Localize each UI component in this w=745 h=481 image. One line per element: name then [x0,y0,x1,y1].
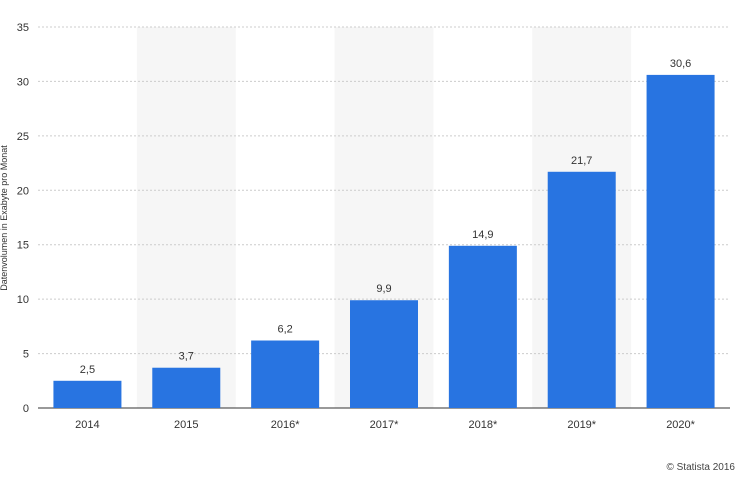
y-tick-labels: 0 5 10 15 20 25 30 35 [17,22,29,415]
y-tick-label: 10 [17,294,29,306]
data-label: 9,9 [376,283,391,295]
x-tick-label: 2014 [75,419,99,431]
data-label: 6,2 [277,324,292,336]
y-tick-label: 35 [17,22,29,34]
data-label: 30,6 [670,58,691,70]
bars [53,74,715,408]
bar [152,367,221,408]
data-label: 21,7 [571,155,592,167]
y-tick-label: 25 [17,131,29,143]
background-band [136,27,236,408]
x-tick-label: 2020* [666,419,695,431]
x-tick-label: 2015 [174,419,198,431]
y-tick-label: 0 [23,403,29,415]
x-tick-label: 2018* [468,419,497,431]
y-tick-label: 20 [17,185,29,197]
bar [646,74,715,408]
y-axis-title: Datenvolumen in Exabyte pro Monat [0,145,9,291]
y-tick-label: 30 [17,76,29,88]
x-tick-label: 2017* [370,419,399,431]
y-tick-label: 15 [17,240,29,252]
x-tick-label: 2019* [567,419,596,431]
data-label: 2,5 [80,364,95,376]
bar [53,380,122,408]
y-tick-label: 5 [23,349,29,361]
statista-credit: © Statista 2016 [666,462,735,473]
data-label: 3,7 [179,351,194,363]
x-tick-labels: 2014 2015 2016* 2017* 2018* 2019* 2020* [75,419,695,431]
bar [251,340,320,408]
bar [350,300,418,408]
bar [448,245,517,408]
bar [547,171,616,408]
data-label: 14,9 [472,229,493,241]
value-labels: 2,5 3,7 6,2 9,9 14,9 21,7 30,6 [80,58,692,376]
x-tick-label: 2016* [271,419,300,431]
